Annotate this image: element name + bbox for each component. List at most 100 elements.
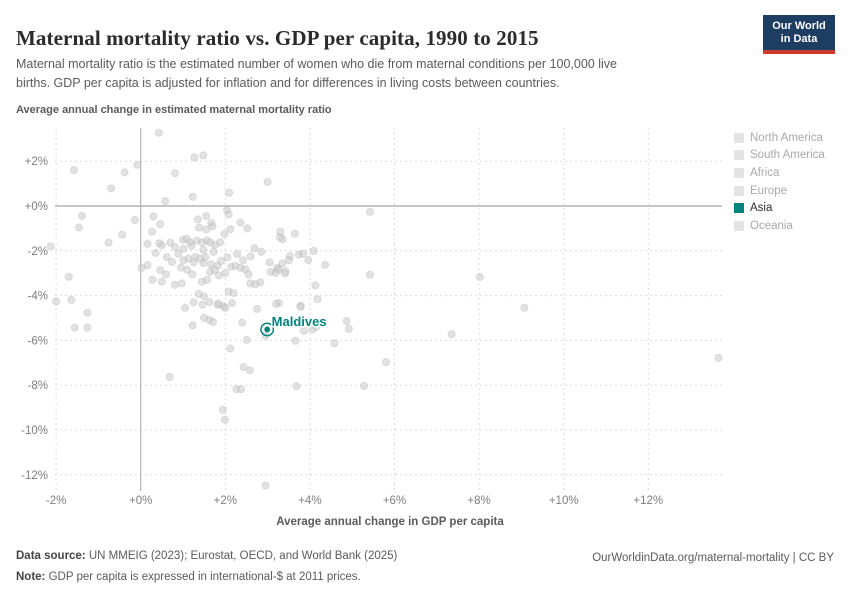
data-point[interactable] [309,246,318,256]
data-point[interactable] [714,353,723,362]
data-point[interactable] [226,344,235,353]
legend-item-africa[interactable]: Africa [734,164,825,182]
data-point[interactable] [70,323,79,332]
data-point[interactable] [199,151,208,160]
data-point[interactable] [83,323,92,332]
data-point[interactable] [214,271,224,280]
data-point[interactable] [250,244,259,253]
legend-item-asia[interactable]: Asia [734,199,825,217]
data-point[interactable] [290,229,299,238]
data-point[interactable] [225,188,234,197]
data-point[interactable] [208,222,217,231]
data-point[interactable] [162,270,171,279]
data-point[interactable] [189,258,198,267]
data-point[interactable] [246,252,255,261]
data-point-maldives[interactable] [264,326,271,333]
data-point[interactable] [256,278,265,287]
data-point[interactable] [69,166,79,175]
data-point[interactable] [143,261,152,270]
data-point[interactable] [170,169,180,178]
data-point[interactable] [170,243,180,252]
data-point[interactable] [67,295,76,304]
data-point[interactable] [221,303,230,312]
data-point[interactable] [284,256,293,265]
data-point[interactable] [170,280,180,289]
data-point[interactable] [226,225,235,234]
data-point[interactable] [292,382,301,391]
data-point[interactable] [200,292,209,301]
data-point[interactable] [193,215,202,224]
data-point[interactable] [199,245,208,254]
data-point[interactable] [166,238,175,247]
data-point[interactable] [241,265,250,274]
data-point[interactable] [272,299,281,308]
data-point[interactable] [238,318,247,327]
data-point[interactable] [205,298,214,307]
data-point[interactable] [143,239,152,249]
data-point[interactable] [304,255,313,265]
data-point[interactable] [242,335,251,345]
data-point[interactable] [271,268,280,277]
data-point[interactable] [475,272,484,282]
data-point[interactable] [162,253,171,262]
data-point[interactable] [46,242,55,251]
legend-item-oceania[interactable]: Oceania [734,217,825,235]
data-point[interactable] [244,270,253,279]
data-point[interactable] [165,372,174,381]
data-point[interactable] [83,308,92,317]
data-point[interactable] [520,303,529,312]
data-point[interactable] [275,233,284,242]
data-point[interactable] [179,244,188,253]
data-point[interactable] [64,272,73,281]
data-point[interactable] [278,259,287,268]
data-point[interactable] [245,366,254,375]
data-point[interactable] [188,321,197,330]
legend-item-south-america[interactable]: South America [734,147,825,165]
owid-link[interactable]: OurWorldinData.org/maternal-mortality | … [592,552,834,564]
data-point[interactable] [223,253,232,262]
data-point[interactable] [313,295,322,304]
data-point[interactable] [183,265,192,274]
data-point[interactable] [190,153,199,162]
data-point[interactable] [265,258,274,267]
data-point[interactable] [216,238,225,247]
data-point[interactable] [174,249,183,258]
data-point[interactable] [149,212,158,221]
data-point[interactable] [280,269,289,278]
data-point[interactable] [203,275,212,284]
data-point[interactable] [167,257,177,267]
data-point[interactable] [202,212,211,221]
data-point[interactable] [330,339,339,348]
data-point[interactable] [447,330,456,339]
data-point[interactable] [342,317,351,326]
data-point[interactable] [217,256,226,265]
data-point[interactable] [239,256,248,265]
data-point[interactable] [156,220,165,229]
data-point[interactable] [228,298,237,308]
data-point[interactable] [236,385,246,394]
data-point[interactable] [261,481,270,490]
data-point[interactable] [311,281,320,290]
scatter-plot[interactable]: +2% +0% -2% -4% -6% -8% -10% -12% -2% +0% +2% +4% +6… [0,120,740,520]
data-point[interactable] [148,275,157,284]
data-point[interactable] [154,128,163,137]
data-point[interactable] [208,317,218,327]
data-point[interactable] [161,197,170,206]
data-point[interactable] [233,250,242,259]
data-point[interactable] [214,299,223,308]
data-point[interactable] [187,241,196,251]
data-point[interactable] [296,302,305,312]
data-point[interactable] [188,270,197,279]
data-point[interactable] [321,260,330,269]
data-point[interactable] [224,210,233,219]
data-point[interactable] [198,300,207,309]
data-point[interactable] [291,336,300,345]
data-point[interactable] [130,216,139,225]
data-point[interactable] [148,227,157,236]
data-point[interactable] [299,249,308,258]
data-point[interactable] [252,304,262,314]
data-point[interactable] [381,358,391,367]
data-point[interactable] [133,160,142,169]
data-point[interactable] [52,297,61,306]
data-point[interactable] [263,177,272,187]
